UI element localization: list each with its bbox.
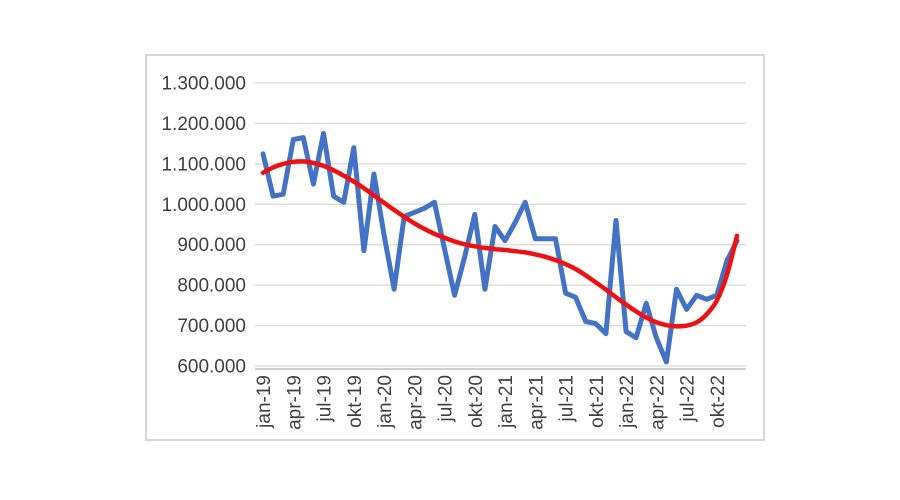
x-axis-tick-label: okt-20 bbox=[466, 375, 487, 428]
y-axis-tick-label: 1.100.000 bbox=[161, 154, 246, 175]
x-axis-tick-label: jan-21 bbox=[496, 375, 517, 429]
trendline bbox=[260, 159, 740, 329]
chart-frame bbox=[145, 54, 765, 441]
x-axis-tick-label: jul-21 bbox=[557, 375, 578, 422]
x-axis-tick-label: jul-22 bbox=[678, 375, 699, 422]
y-axis-tick-label: 1.200.000 bbox=[161, 114, 246, 135]
x-axis-tick-label: jan-20 bbox=[375, 375, 396, 429]
x-axis-tick-label: okt-22 bbox=[708, 375, 729, 428]
y-axis-tick-label: 1.300.000 bbox=[161, 74, 246, 95]
y-axis-tick-label: 900.000 bbox=[177, 235, 246, 256]
x-axis-tick-label: apr-21 bbox=[526, 375, 547, 430]
y-axis-tick-label: 1.000.000 bbox=[161, 195, 246, 216]
x-axis-tick-label: jan-22 bbox=[617, 375, 638, 429]
y-axis-tick-label: 700.000 bbox=[177, 316, 246, 337]
data-series-line bbox=[260, 131, 740, 365]
y-axis-tick-label: 600.000 bbox=[177, 357, 246, 378]
x-axis-tick-label: okt-19 bbox=[345, 375, 366, 428]
y-axis-tick-label: 800.000 bbox=[177, 276, 246, 297]
x-axis-tick-label: apr-22 bbox=[647, 375, 668, 430]
x-axis-tick-label: jan-19 bbox=[254, 375, 275, 429]
x-axis-tick-label: okt-21 bbox=[587, 375, 608, 428]
x-axis-tick-label: jul-20 bbox=[436, 375, 457, 422]
x-axis-tick-label: apr-20 bbox=[405, 375, 426, 430]
x-axis-tick-label: apr-19 bbox=[284, 375, 305, 430]
x-axis-tick-label: jul-19 bbox=[315, 375, 336, 422]
